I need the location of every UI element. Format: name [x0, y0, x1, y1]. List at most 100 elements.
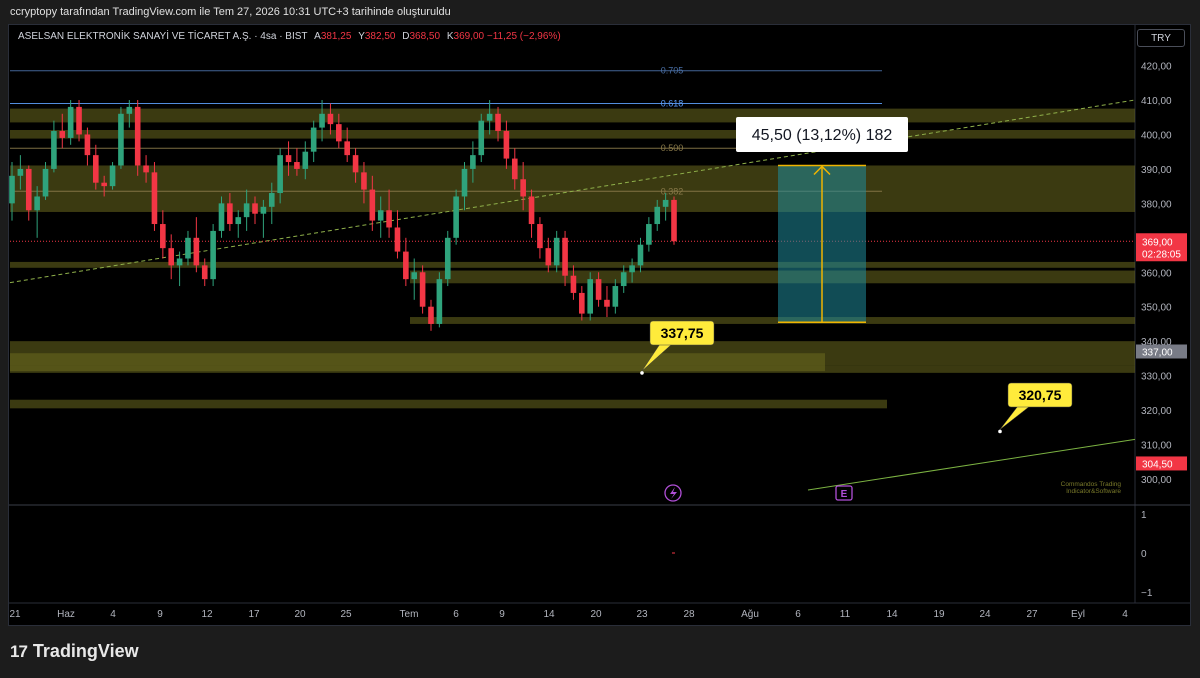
low-value: 368,50	[409, 31, 441, 42]
tradingview-logo: 17 TradingView	[10, 641, 139, 662]
price-callout-pointer	[999, 405, 1031, 430]
candle-body	[503, 131, 510, 159]
time-axis-tick-label: 6	[453, 609, 459, 620]
candle-body	[252, 203, 258, 214]
candle-body	[361, 172, 367, 190]
candle-body	[67, 106, 74, 138]
tradingview-wordmark: TradingView	[32, 641, 139, 661]
earnings-event-letter: E	[841, 489, 848, 500]
current-price-value: 369,00	[1142, 237, 1173, 248]
price-axis-tick-label: 420,00	[1141, 62, 1172, 73]
time-axis-tick-label: Eyl	[1071, 609, 1085, 620]
candle-body	[260, 206, 267, 214]
candle-body	[428, 306, 434, 324]
countdown-value: 02:28:05	[1142, 249, 1181, 260]
candle-body	[579, 292, 585, 314]
candle-body	[268, 193, 275, 207]
candle-body	[587, 279, 594, 314]
candle-body	[436, 279, 443, 324]
candle-body	[394, 227, 401, 252]
low-label: D	[402, 31, 410, 42]
candle-body	[629, 265, 635, 273]
candle-body	[470, 155, 476, 169]
price-badge-304-label: 304,50	[1142, 459, 1173, 470]
price-badge-337-label: 337,00	[1142, 347, 1173, 358]
price-badge-337	[1136, 344, 1187, 359]
candle-body	[218, 203, 225, 231]
candle-body	[42, 168, 49, 197]
fib-level-label: 0.500	[661, 143, 684, 153]
price-callout-dot	[998, 429, 1002, 434]
measure-label-box	[736, 117, 908, 152]
chart-caption: ccryptopy tarafından TradingView.com ile…	[10, 6, 451, 18]
price-axis-tick-label: 400,00	[1141, 130, 1172, 141]
candle-body	[126, 106, 133, 114]
current-price-badge	[1136, 233, 1187, 262]
candle-body	[25, 168, 32, 211]
time-axis-tick-label: 20	[294, 609, 306, 620]
candle-body	[528, 196, 535, 225]
candle-body	[235, 217, 242, 225]
flash-event-bolt-icon	[670, 487, 677, 499]
time-axis-tick-label: 14	[886, 609, 898, 620]
oscillator-tick-label: 1	[1141, 510, 1147, 521]
candle-body	[419, 272, 426, 307]
time-axis-tick-label: 4	[1122, 609, 1128, 620]
time-axis-tick-label: 20	[590, 609, 602, 620]
time-axis-tick-label: 9	[157, 609, 163, 620]
candle-body	[646, 224, 652, 245]
price-axis-tick-label: 330,00	[1141, 372, 1172, 383]
candle-body	[671, 199, 677, 242]
change-value: −11,25 (−2,96%)	[486, 31, 561, 42]
candle-body	[654, 206, 661, 225]
candle-body	[495, 113, 501, 132]
candle-body	[51, 131, 57, 169]
candle-body	[76, 106, 82, 135]
candle-body	[294, 162, 300, 169]
indicator-watermark: Commandos Trading	[1061, 481, 1122, 488]
price-callout-box	[649, 320, 715, 346]
time-axis-tick-label: 24	[979, 609, 991, 620]
open-value: 381,25	[320, 31, 352, 42]
candle-body	[411, 272, 418, 280]
price-axis-tick-label: 300,00	[1141, 475, 1172, 486]
chart-frame[interactable]	[8, 24, 1191, 626]
candle-body	[176, 258, 183, 266]
price-callout-dot	[640, 371, 644, 375]
time-axis-tick-label: Ağu	[741, 609, 759, 620]
time-axis-tick-label: 6	[795, 609, 801, 620]
supply-demand-zone	[10, 165, 1135, 212]
time-axis-tick-label: 19	[933, 609, 945, 620]
close-value: 369,00	[453, 31, 485, 42]
supply-demand-zone	[10, 261, 1135, 268]
price-axis-tick-label: 390,00	[1141, 165, 1172, 176]
candle-body	[151, 172, 158, 225]
measure-label-text: 45,50 (13,12%) 182	[752, 127, 893, 144]
time-axis-tick-label: 23	[636, 609, 648, 620]
candle-body	[453, 196, 459, 238]
time-axis-tick-label: 25	[340, 609, 352, 620]
supply-demand-zone	[10, 129, 1135, 139]
time-axis-tick-label: Tem	[400, 609, 419, 620]
candle-body	[59, 131, 66, 138]
time-axis-tick-label: Haz	[57, 609, 75, 620]
candle-body	[369, 189, 376, 221]
currency-button[interactable]: TRY	[1137, 29, 1185, 47]
candle-body	[662, 199, 669, 207]
time-axis-tick-label: 9	[499, 609, 505, 620]
candle-body	[386, 210, 392, 228]
close-label: K	[446, 31, 454, 42]
candle-body	[101, 182, 107, 187]
candle-body	[118, 113, 124, 166]
price-axis-tick-label: 410,00	[1141, 96, 1172, 107]
price-axis-tick-label: 320,00	[1141, 406, 1172, 417]
supply-demand-zone	[410, 270, 1135, 284]
high-label: Y	[358, 31, 365, 42]
price-axis-tick-label: 310,00	[1141, 441, 1172, 452]
candle-body	[336, 124, 342, 142]
candle-body	[604, 299, 610, 307]
supply-demand-zone	[10, 108, 1135, 123]
price-axis-tick-label: 350,00	[1141, 303, 1172, 314]
price-axis-tick-label: 340,00	[1141, 337, 1172, 348]
